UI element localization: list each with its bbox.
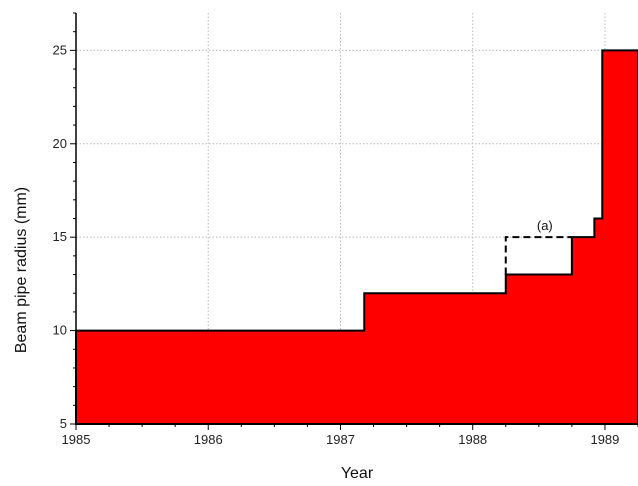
x-tick-label-1987: 1987	[326, 432, 355, 447]
tick-labels: 1985 1986 1987 1988 1989 5 10 15 20 25	[53, 42, 620, 447]
x-tick-label-1988: 1988	[458, 432, 487, 447]
dashed-annotation-line-0	[504, 236, 572, 275]
x-tick-label-1986: 1986	[194, 432, 223, 447]
y-axis-title: Beam pipe radius (mm)	[13, 187, 30, 353]
axes	[70, 12, 638, 430]
x-axis-title: Year	[341, 465, 374, 482]
x-tick-label-1985: 1985	[62, 432, 91, 447]
annotation-label: (a)	[537, 218, 553, 233]
y-tick-label-15: 15	[53, 229, 67, 244]
y-tick-label-10: 10	[53, 323, 67, 338]
y-tick-label-20: 20	[53, 136, 67, 151]
x-tick-label-1989: 1989	[590, 432, 619, 447]
y-tick-label-25: 25	[53, 42, 67, 57]
annotations: (a)	[504, 218, 572, 275]
y-tick-label-5: 5	[60, 416, 67, 431]
